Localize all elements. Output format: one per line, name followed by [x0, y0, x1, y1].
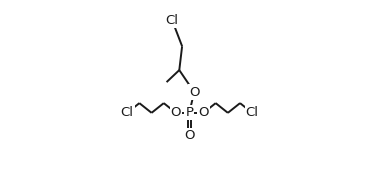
Text: O: O [184, 129, 195, 142]
Text: Cl: Cl [121, 106, 134, 119]
Text: O: O [198, 106, 209, 119]
Text: O: O [171, 106, 181, 119]
Text: Cl: Cl [166, 14, 179, 27]
Text: Cl: Cl [246, 106, 259, 119]
Text: O: O [189, 85, 199, 98]
Text: P: P [185, 106, 193, 119]
